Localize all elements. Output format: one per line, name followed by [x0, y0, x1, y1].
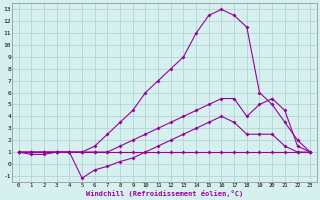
X-axis label: Windchill (Refroidissement éolien,°C): Windchill (Refroidissement éolien,°C): [86, 190, 243, 197]
